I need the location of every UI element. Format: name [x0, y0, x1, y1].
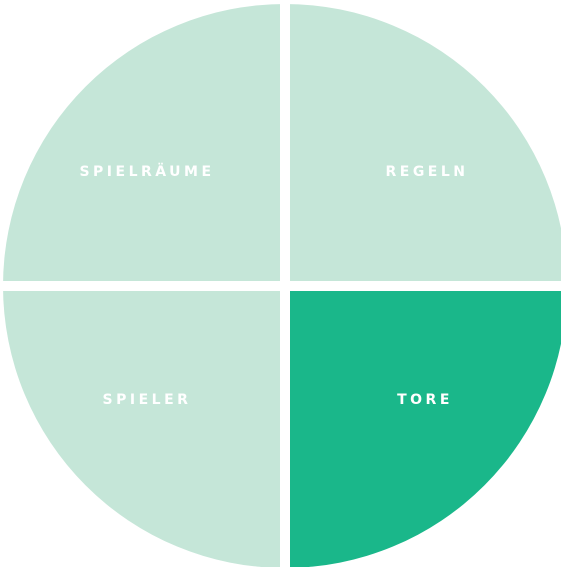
menu-label: SPIELRÄUME — [79, 163, 214, 180]
menu-label: REGELN — [385, 164, 468, 180]
menu-segment[interactable] — [290, 291, 561, 567]
menu-segment[interactable] — [290, 0, 561, 281]
menu-segment[interactable] — [0, 291, 280, 567]
menu-segment[interactable] — [0, 0, 280, 281]
menu-label: SPIELER — [103, 392, 192, 408]
menu-label: TORE — [397, 392, 453, 408]
